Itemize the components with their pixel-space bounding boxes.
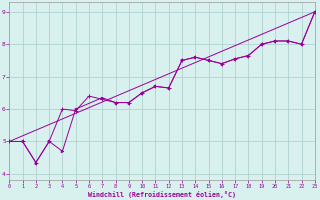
X-axis label: Windchill (Refroidissement éolien,°C): Windchill (Refroidissement éolien,°C) [88,191,236,198]
